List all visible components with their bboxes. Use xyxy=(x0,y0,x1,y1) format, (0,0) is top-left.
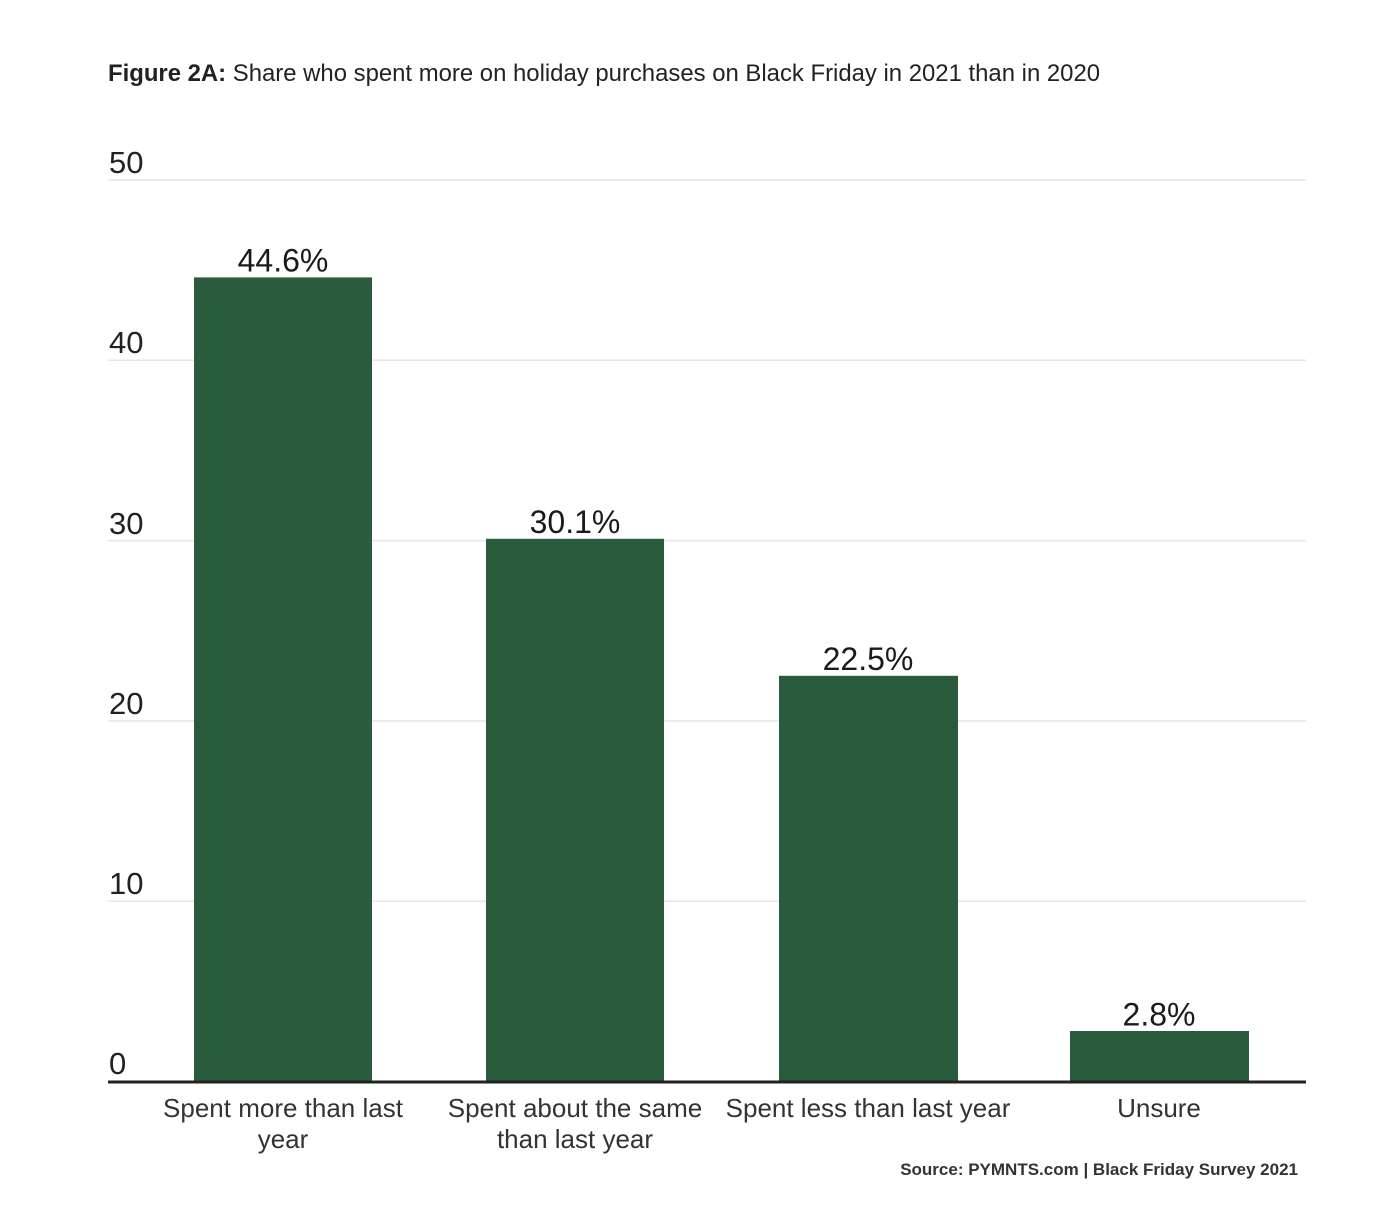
svg-text:Spent more than last: Spent more than last xyxy=(163,1093,404,1123)
svg-text:Unsure: Unsure xyxy=(1117,1093,1201,1123)
svg-text:30.1%: 30.1% xyxy=(530,504,621,540)
svg-text:Source: PYMNTS.com | Black Fri: Source: PYMNTS.com | Black Friday Survey… xyxy=(900,1160,1298,1179)
svg-text:40: 40 xyxy=(109,325,143,360)
svg-text:Spent about the same: Spent about the same xyxy=(448,1093,702,1123)
svg-text:than last year: than last year xyxy=(497,1124,653,1154)
svg-text:50: 50 xyxy=(109,145,143,180)
svg-text:year: year xyxy=(258,1124,309,1154)
svg-text:44.6%: 44.6% xyxy=(238,243,329,279)
svg-text:20: 20 xyxy=(109,686,143,721)
svg-text:22.5%: 22.5% xyxy=(823,641,914,677)
svg-text:Spent less than last year: Spent less than last year xyxy=(726,1093,1011,1123)
svg-text:30: 30 xyxy=(109,506,143,541)
svg-text:2.8%: 2.8% xyxy=(1123,997,1196,1033)
svg-text:0: 0 xyxy=(109,1046,126,1081)
svg-text:10: 10 xyxy=(109,866,143,901)
